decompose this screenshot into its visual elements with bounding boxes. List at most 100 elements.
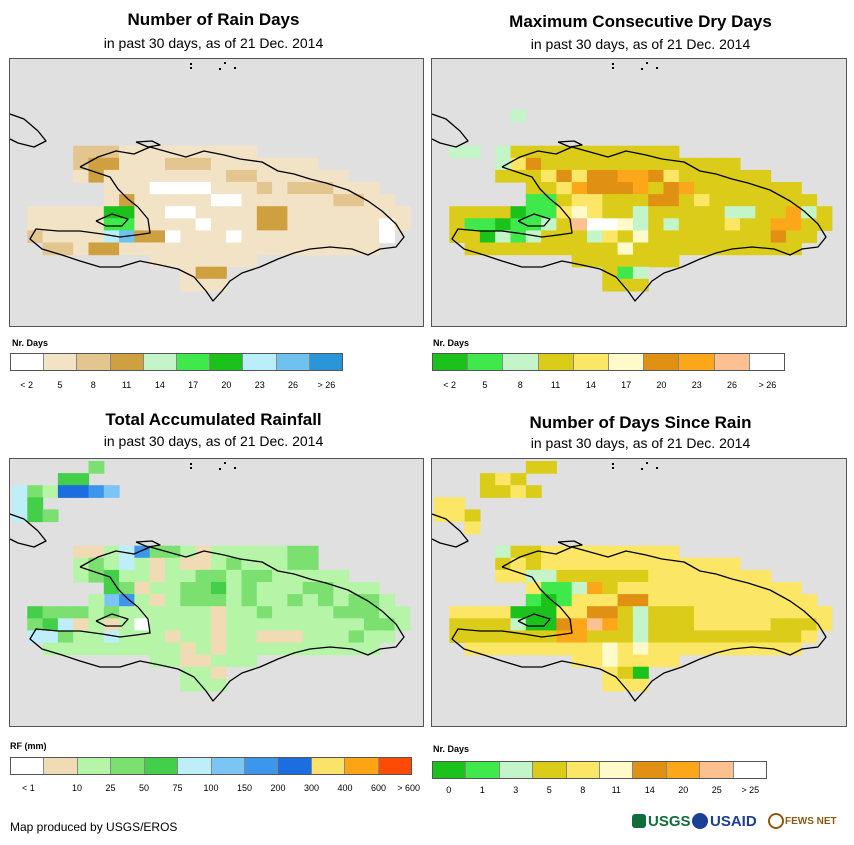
map-grid-cell	[648, 606, 665, 619]
map-grid-cell	[479, 485, 496, 498]
map-rainfall[interactable]	[9, 458, 424, 727]
map-grid-cell	[42, 206, 59, 219]
map-grid-cell	[318, 169, 334, 183]
map-grid-cell	[42, 230, 59, 244]
map-grid-cell	[88, 557, 105, 571]
map-grid-cell	[587, 206, 603, 219]
island-dot	[612, 67, 614, 69]
map-days-since-rain[interactable]	[431, 458, 847, 727]
map-grid-cell	[210, 606, 227, 619]
map-grid-cell	[617, 618, 634, 631]
map-grid-cell	[510, 157, 527, 171]
map-grid-cell	[165, 606, 181, 619]
map-grid-cell	[226, 618, 243, 631]
map-grid-cell	[134, 582, 151, 595]
map-grid-cell	[678, 169, 695, 183]
map-grid-cell	[541, 606, 557, 619]
map-grid-cell	[149, 557, 166, 571]
map-grid-cell	[678, 606, 695, 619]
map-grid-cell	[88, 206, 105, 219]
legend-title: Nr. Days	[433, 338, 470, 348]
map-grid-cell	[587, 157, 603, 171]
map-rain-days[interactable]	[9, 58, 424, 327]
map-grid-cell	[149, 642, 166, 656]
map-grid-cell	[195, 618, 212, 631]
legend-label: 17	[621, 380, 632, 390]
map-grid-cell	[724, 582, 741, 595]
map-grid-cell	[103, 157, 120, 171]
map-grid-cell	[241, 594, 258, 607]
map-grid-cell	[632, 557, 649, 571]
map-grid-cell	[801, 606, 818, 619]
map-grid-cell	[525, 642, 542, 656]
map-grid-cell	[287, 582, 304, 595]
map-grid-cell	[709, 630, 726, 644]
map-grid-cell	[27, 618, 44, 631]
map-grid-cell	[103, 642, 120, 656]
map-grid-cell	[210, 557, 227, 571]
map-grid-cell	[119, 642, 135, 656]
legend-swatch	[44, 758, 78, 774]
map-grid-cell	[333, 169, 350, 183]
map-grid-cell	[226, 594, 243, 607]
map-grid-cell	[27, 509, 44, 523]
map-grid-cell	[464, 206, 481, 219]
map-grid-cell	[602, 654, 619, 668]
map-grid-cell	[464, 509, 481, 523]
map-grid-cell	[632, 206, 649, 219]
map-grid-cell	[57, 618, 74, 631]
map-grid-cell	[617, 266, 634, 280]
map-grid-cell	[694, 582, 710, 595]
map-grid-cell	[394, 606, 411, 619]
map-grid-cell	[663, 182, 680, 195]
map-grid-cell	[195, 582, 212, 595]
map-grid-cell	[663, 218, 680, 231]
legend-label: 26	[288, 380, 299, 390]
map-grid-cell	[632, 218, 649, 231]
legend-label: 20	[656, 380, 667, 390]
map-grid-cell	[724, 630, 741, 644]
map-grid-cell	[88, 485, 105, 498]
map-grid-cell	[648, 582, 665, 595]
map-grid-cell	[134, 157, 151, 171]
legend-swatch	[609, 354, 645, 370]
map-dry-days[interactable]	[431, 58, 847, 327]
map-grid-cell	[210, 242, 227, 256]
map-grid-cell	[180, 278, 197, 292]
map-grid-cell	[556, 242, 573, 256]
map-grid-cell	[134, 630, 151, 644]
map-grid-cell	[180, 606, 197, 619]
map-grid-cell	[302, 557, 319, 571]
map-grid-cell	[587, 230, 603, 244]
map-grid-cell	[694, 157, 710, 171]
map-grid-cell	[525, 569, 542, 583]
map-grid-cell	[287, 630, 304, 644]
map-grid-cell	[180, 182, 197, 195]
legend-swatch	[468, 354, 504, 370]
map-grid-cell	[195, 254, 212, 268]
map-grid-cell	[27, 606, 44, 619]
legend-label: 5	[482, 380, 488, 390]
map-grid-cell	[42, 642, 59, 656]
map-grid-cell	[587, 169, 603, 183]
map-grid-cell	[617, 545, 634, 559]
map-grid-cell	[363, 582, 380, 595]
map-grid-cell	[755, 242, 772, 256]
map-grid-cell	[195, 145, 212, 159]
map-grid-cell	[348, 230, 365, 244]
map-grid-cell	[210, 654, 227, 668]
map-grid-cell	[541, 594, 557, 607]
map-grid-cell	[241, 194, 258, 207]
map-grid-cell	[348, 182, 365, 195]
map-grid-cell	[663, 145, 680, 159]
map-grid-cell	[571, 194, 588, 207]
map-grid-cell	[663, 642, 680, 656]
map-grid-cell	[165, 254, 181, 268]
map-grid-cell	[149, 145, 166, 159]
map-grid-cell	[587, 569, 603, 583]
map-grid-cell	[333, 606, 350, 619]
map-grid-cell	[180, 630, 197, 644]
map-grid-cell	[256, 606, 273, 619]
map-grid-cell	[617, 642, 634, 656]
map-grid-cell	[88, 242, 105, 256]
